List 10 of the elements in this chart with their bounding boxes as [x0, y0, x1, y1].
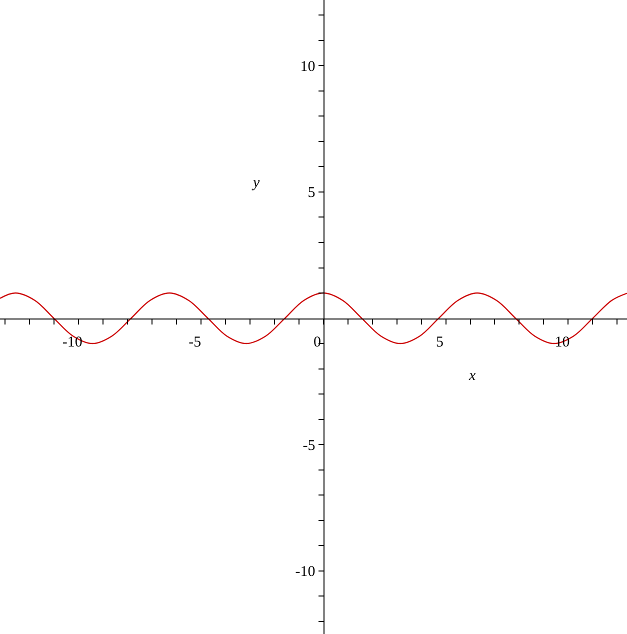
x-tick-label: -10: [62, 334, 82, 350]
y-axis-title: y: [251, 175, 260, 191]
x-tick-label: 5: [436, 334, 444, 350]
y-tick-label: -10: [295, 564, 316, 580]
x-axis-title: x: [468, 368, 476, 384]
y-tick-label: -5: [302, 438, 316, 454]
y-tick-label: 10: [300, 58, 316, 75]
y-tick-label: 5: [308, 185, 316, 202]
x-tick-label: 0: [314, 334, 322, 350]
x-tick-label: -5: [188, 334, 202, 350]
